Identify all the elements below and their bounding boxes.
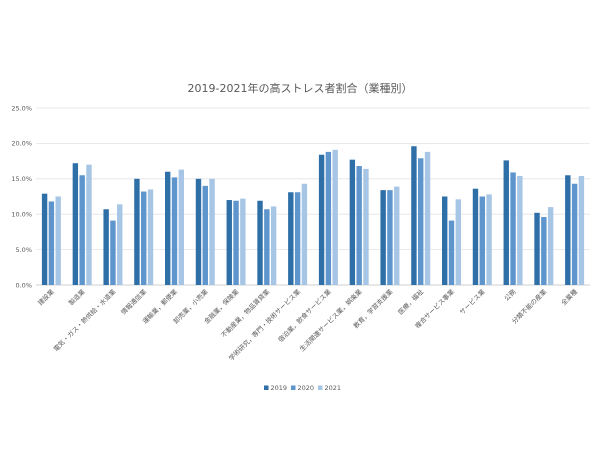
x-category-label: 建設業 xyxy=(36,287,57,308)
bar-2019 xyxy=(134,178,140,285)
bar-2019 xyxy=(318,154,325,285)
bar-2021 xyxy=(547,207,554,285)
legend-label: 2021 xyxy=(325,384,342,392)
bar-2021 xyxy=(424,151,431,285)
bar-2019 xyxy=(503,160,509,285)
bar-2021 xyxy=(455,199,461,285)
bar-2019 xyxy=(534,212,540,285)
bar-2021 xyxy=(55,196,61,285)
x-category-label: 製造業 xyxy=(66,287,87,308)
x-category-label: 電気・ガス・熱供給・水道業 xyxy=(51,287,117,353)
bar-2020 xyxy=(141,191,147,285)
legend-label: 2019 xyxy=(271,384,288,392)
bar-2019 xyxy=(72,163,79,285)
bar-2019 xyxy=(257,200,263,285)
x-category-label: 生活関連サービス業，娯楽業 xyxy=(297,287,363,353)
x-category-label: 公務 xyxy=(502,287,518,303)
bar-2020 xyxy=(264,209,270,285)
bar-2020 xyxy=(79,175,85,285)
bar-2020 xyxy=(479,196,485,285)
bar-2019 xyxy=(380,190,386,285)
bar-2019 xyxy=(226,200,232,285)
bar-2019 xyxy=(411,146,417,285)
x-category-label: サービス業 xyxy=(457,287,487,317)
bar-2020 xyxy=(448,220,455,285)
bar-2020 xyxy=(356,166,362,285)
bar-2019 xyxy=(565,175,571,285)
bar-2021 xyxy=(86,164,92,285)
y-tick-label: 25.0% xyxy=(11,104,32,112)
bar-2020 xyxy=(48,201,55,285)
bar-2021 xyxy=(270,206,277,285)
legend-swatch xyxy=(318,385,323,390)
bar-2021 xyxy=(363,168,369,285)
bar-2019 xyxy=(472,188,479,285)
legend-label: 2020 xyxy=(298,384,315,392)
bar-2019 xyxy=(103,209,109,285)
bar-2020 xyxy=(294,192,301,285)
bar-2021 xyxy=(578,175,585,285)
y-tick-label: 10.0% xyxy=(11,211,32,219)
y-tick-label: 0.0% xyxy=(15,281,32,289)
bar-2020 xyxy=(418,158,424,285)
bar-2021 xyxy=(486,194,492,285)
x-category-label: 宿泊業，飲食サービス業 xyxy=(276,287,333,344)
y-tick-label: 20.0% xyxy=(11,140,32,148)
bar-2020 xyxy=(510,172,516,285)
bar-2021 xyxy=(178,169,184,285)
bar-2021 xyxy=(209,178,215,285)
bar-2019 xyxy=(288,192,294,285)
bar-2021 xyxy=(517,175,523,285)
x-category-label: 情報通信業 xyxy=(119,287,149,317)
bar-2020 xyxy=(541,217,547,285)
bar-2020 xyxy=(202,185,208,285)
legend-swatch xyxy=(264,385,269,390)
bar-2021 xyxy=(332,149,338,285)
bar-2020 xyxy=(233,200,239,285)
bar-2020 xyxy=(571,183,578,285)
bar-2020 xyxy=(387,190,393,285)
bar-2021 xyxy=(301,183,308,285)
bar-2021 xyxy=(147,189,154,285)
bar-2019 xyxy=(349,159,356,285)
x-category-label: 医療，福祉 xyxy=(396,287,426,317)
bar-2021 xyxy=(117,204,123,285)
chart-title: 2019-2021年の高ストレス者割合（業種別） xyxy=(187,82,413,95)
bar-2020 xyxy=(325,151,332,285)
bar-2021 xyxy=(394,186,400,285)
bar-2019 xyxy=(195,178,202,285)
bar-2019 xyxy=(41,193,48,285)
bar-2019 xyxy=(442,196,448,285)
y-tick-label: 5.0% xyxy=(15,246,32,254)
bar-2021 xyxy=(240,198,246,285)
bar-2020 xyxy=(171,177,178,285)
bar-2020 xyxy=(110,220,116,285)
x-category-label: 全業種 xyxy=(559,287,580,308)
y-tick-label: 15.0% xyxy=(11,175,32,183)
bar-2019 xyxy=(165,171,171,285)
legend-swatch xyxy=(291,385,296,390)
